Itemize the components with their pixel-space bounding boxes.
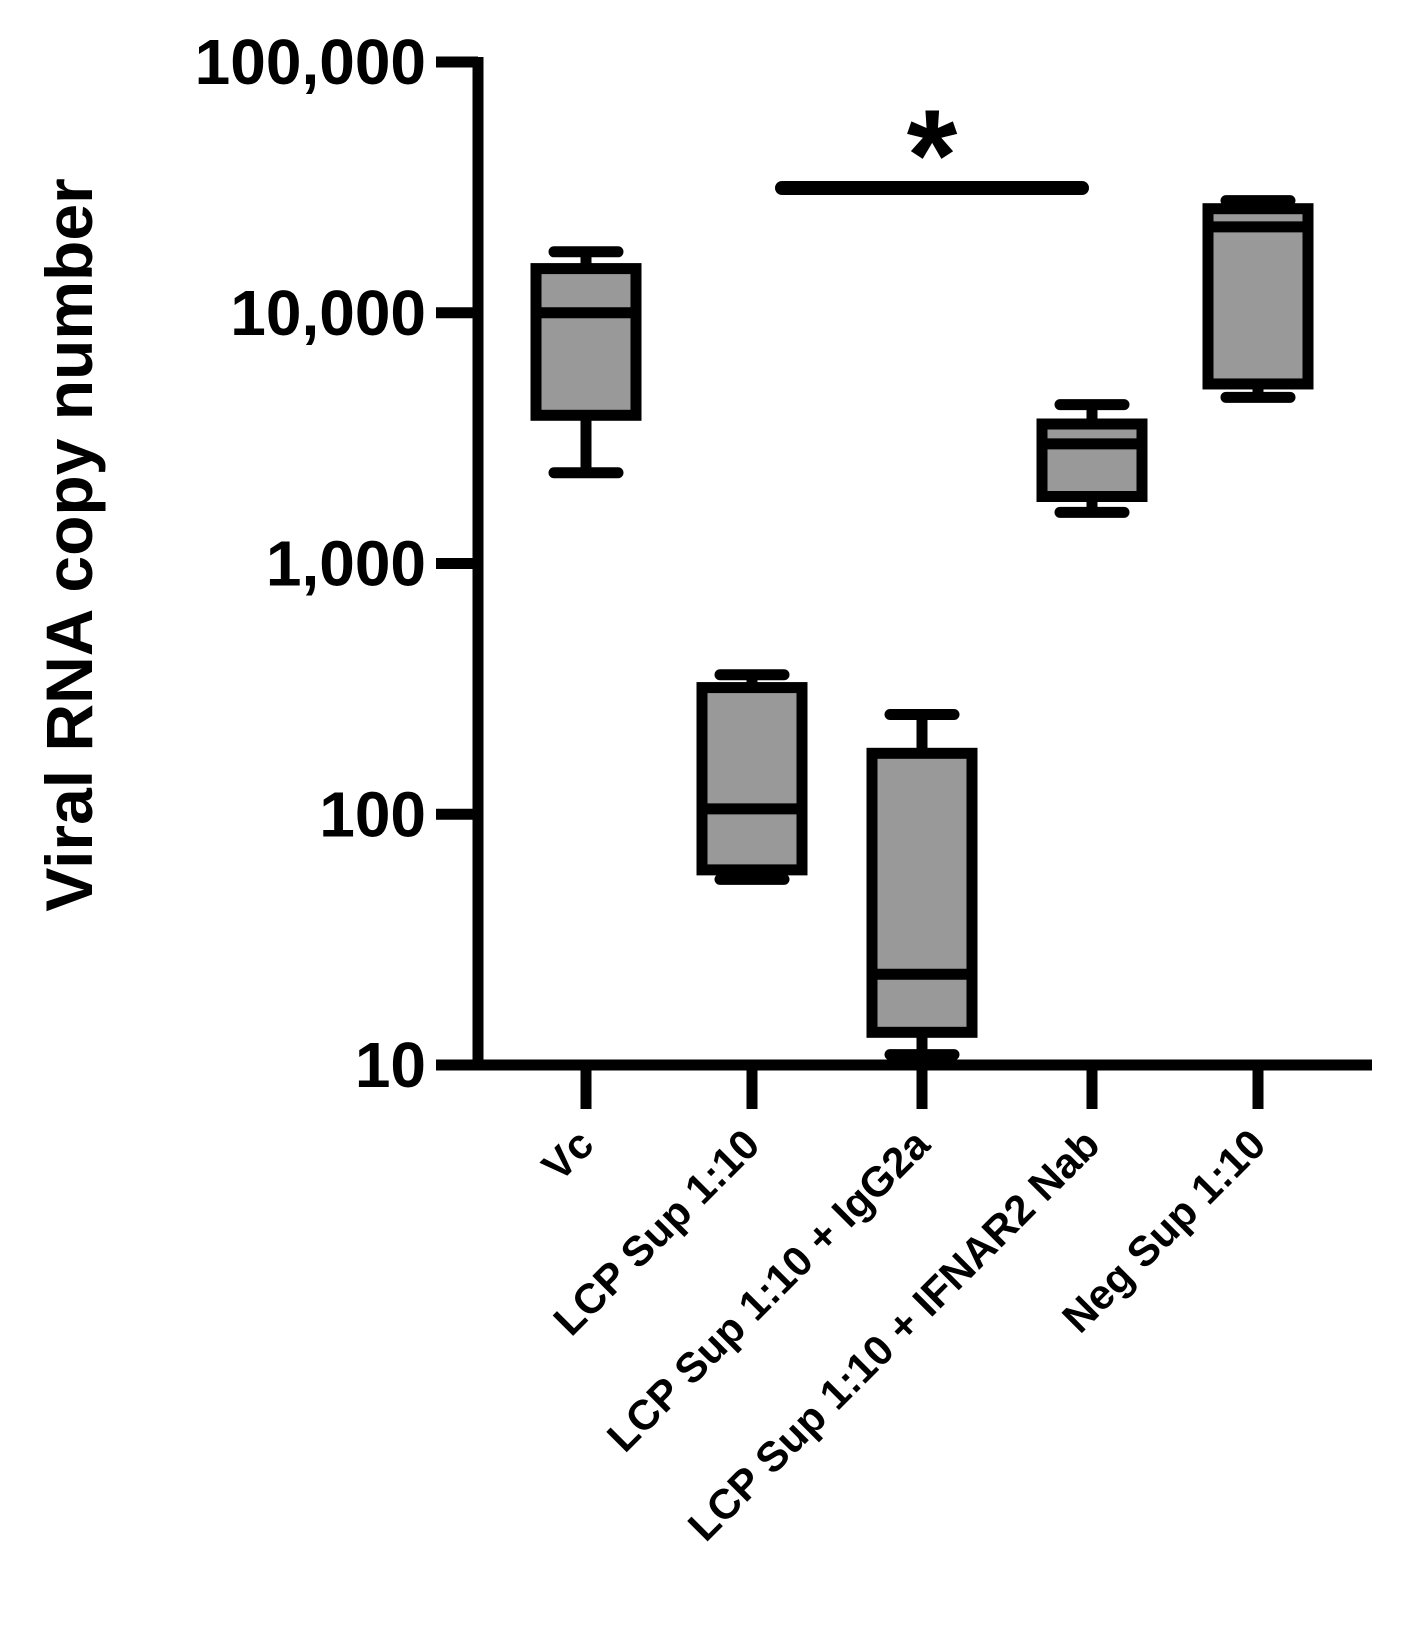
- x-tick-label: Vc: [533, 1120, 603, 1190]
- box-4: [1202, 195, 1314, 403]
- annotations: *: [775, 82, 1089, 228]
- box-2: [866, 708, 978, 1061]
- box-iqr: [1202, 203, 1314, 390]
- box-iqr: [866, 747, 978, 1038]
- x-tick-label: LCP Sup 1:10 + IgG2a: [598, 1120, 939, 1461]
- box-3: [1036, 399, 1148, 518]
- y-tick-label: 10: [355, 1029, 426, 1101]
- significance-star: *: [907, 82, 958, 228]
- y-tick-label: 1,000: [266, 528, 426, 600]
- boxes: [530, 195, 1314, 1061]
- y-tick-label: 100: [319, 778, 426, 850]
- y-axis-label: Viral RNA copy number: [32, 178, 106, 912]
- box-0: [530, 246, 642, 479]
- box-iqr: [1036, 418, 1148, 503]
- y-axis: 10 100 1,000 10,000 100,000: [195, 26, 484, 1101]
- box-1: [696, 669, 808, 885]
- y-tick-label: 100,000: [195, 26, 426, 98]
- box-iqr: [696, 682, 808, 876]
- y-tick-label: 10,000: [230, 277, 426, 349]
- box-iqr: [530, 263, 642, 421]
